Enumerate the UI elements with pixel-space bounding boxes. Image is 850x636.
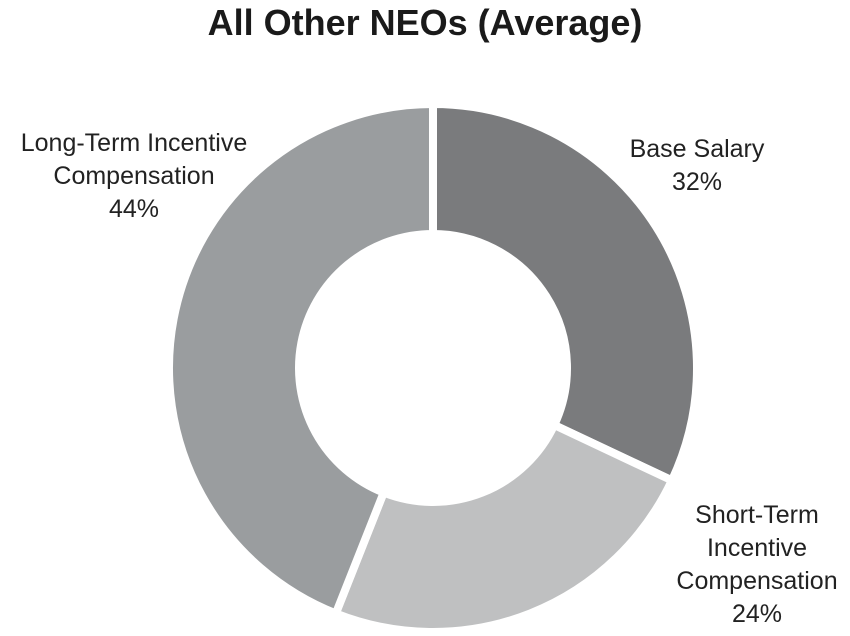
- labels-group: Base Salary 32% Short-Term Incentive Compens…: [21, 129, 838, 628]
- chart-title: All Other NEOs (Average): [207, 2, 643, 43]
- slice-category-label: Compensation: [676, 567, 837, 595]
- slice-value-label: 24%: [732, 600, 782, 628]
- slice-category-label: Incentive: [707, 534, 807, 562]
- slice-category-label: Compensation: [53, 162, 214, 190]
- slice-value-label: 44%: [109, 195, 159, 223]
- slice-long-term-incentive-compensation: [165, 99, 437, 619]
- slice-base-salary: [429, 99, 701, 486]
- slice-category-label: Base Salary: [630, 135, 765, 163]
- slices-group: [165, 99, 701, 636]
- slice-category-label: Short-Term: [695, 501, 819, 529]
- slice-value-label: 32%: [672, 168, 722, 196]
- slice-category-label: Long-Term Incentive: [21, 129, 248, 157]
- slice-short-term-incentive-compensation: [330, 419, 678, 636]
